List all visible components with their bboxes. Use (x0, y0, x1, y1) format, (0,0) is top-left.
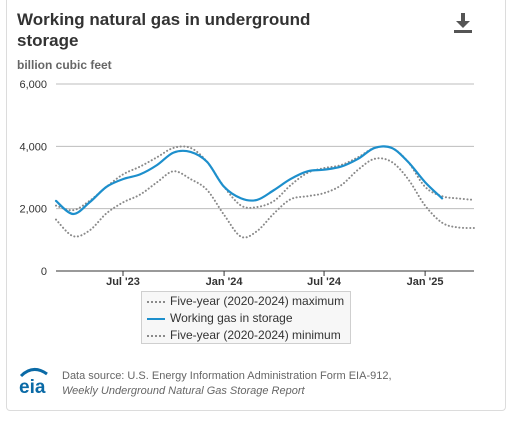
x-tick-label: Jan '25 (407, 276, 444, 288)
y-tick-label: 6,000 (19, 79, 47, 91)
eia-logo[interactable]: eia (17, 366, 51, 396)
eia-logo-text: eia (19, 377, 46, 396)
legend-label-min: Five-year (2020-2024) minimum (170, 328, 341, 342)
x-tick-label: Jan '24 (206, 276, 244, 288)
series-line-max (55, 145, 475, 212)
legend-item-min[interactable]: Five-year (2020-2024) minimum (142, 327, 350, 344)
legend-label-working: Working gas in storage (170, 311, 293, 325)
legend-swatch-working (147, 318, 165, 320)
legend-label-max: Five-year (2020-2024) maximum (170, 294, 345, 308)
source-line-1: Data source: U.S. Energy Information Adm… (62, 370, 392, 382)
series-line-min (55, 157, 475, 239)
line-chart: 0 2,000 4,000 6,000 Jul '23 Jan '24 Jul '24 Jan… (19, 79, 475, 288)
units-label: billion cubic feet (17, 58, 112, 72)
x-tick-label: Jul '23 (106, 276, 140, 288)
series-line-working (54, 145, 444, 216)
download-icon[interactable] (453, 12, 473, 34)
y-tick-label: 2,000 (19, 204, 47, 216)
source-line-2: Weekly Underground Natural Gas Storage R… (62, 385, 305, 397)
legend-item-max[interactable]: Five-year (2020-2024) maximum (142, 293, 350, 310)
y-tick-label: 0 (41, 266, 47, 278)
legend-item-working[interactable]: Working gas in storage (142, 310, 350, 327)
data-source: Data source: U.S. Energy Information Adm… (62, 369, 392, 399)
legend-swatch-min (147, 335, 165, 337)
y-tick-label: 4,000 (19, 141, 47, 153)
chart-legend: Five-year (2020-2024) maximum Working ga… (141, 291, 351, 344)
legend-swatch-max (147, 301, 165, 303)
chart-title: Working natural gas in underground stora… (17, 10, 311, 50)
x-tick-label: Jul '24 (307, 276, 342, 288)
